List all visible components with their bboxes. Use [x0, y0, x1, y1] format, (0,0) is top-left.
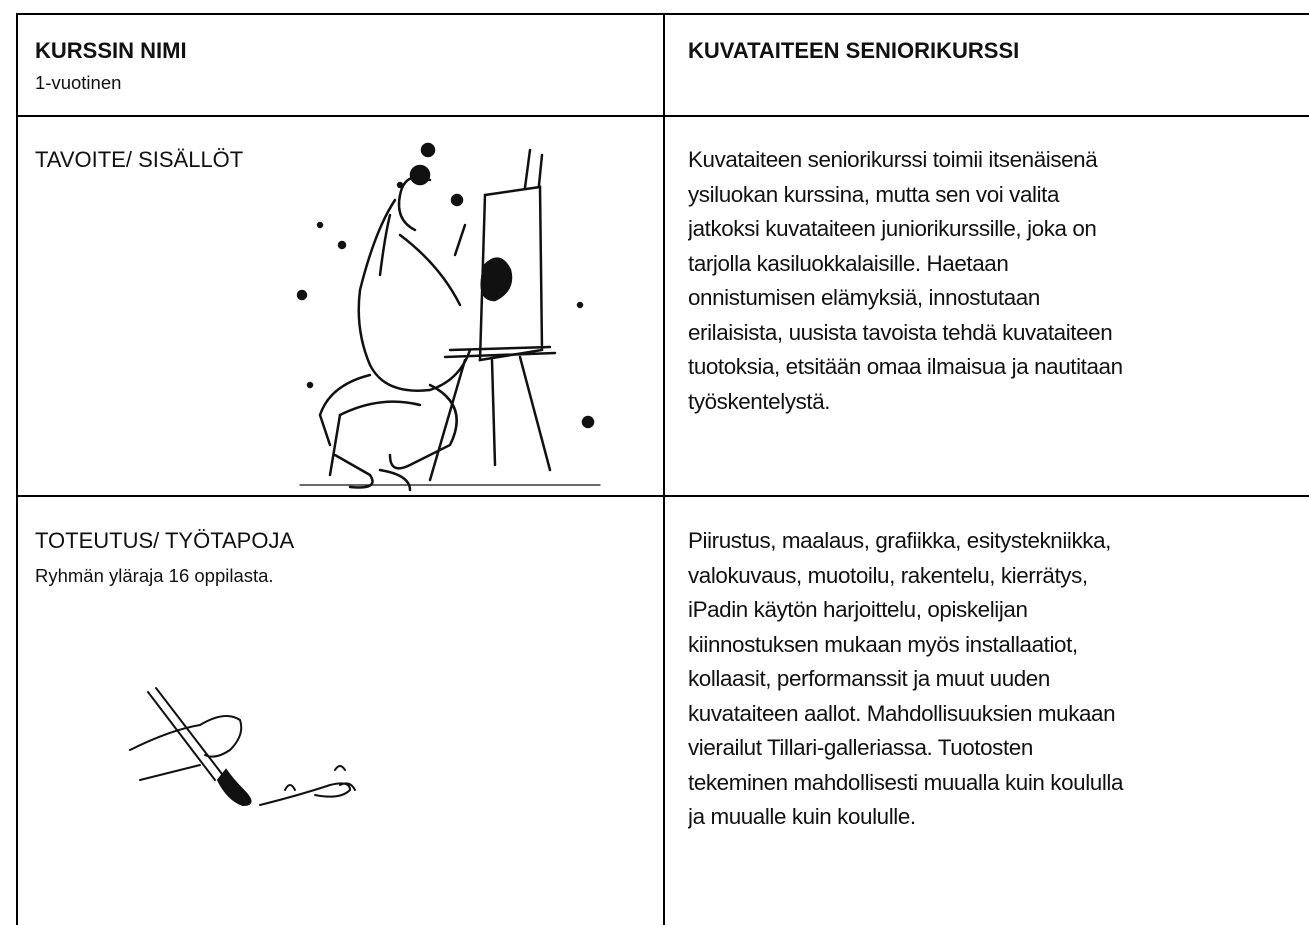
text-line: ja muualle kuin koululle.	[688, 804, 916, 829]
text-line: ysiluokan kurssina, mutta sen voi valita	[688, 181, 1060, 207]
text-line: työskentelystä.	[688, 388, 831, 414]
cell-title: TAVOITE/ SISÄLLÖT	[35, 147, 244, 172]
text-line: Piirustus, maalaus, grafiikka, esitystek…	[688, 528, 1111, 553]
cell-text: Piirustus, maalaus, grafiikka, esitystek…	[688, 524, 1309, 835]
border	[663, 13, 665, 925]
cell-title: TOTEUTUS/ TYÖTAPOJA	[35, 528, 295, 553]
text-line: tuotoksia, etsitään omaa ilmaisua ja nau…	[688, 354, 1123, 379]
text-line: tekeminen mahdollisesti muualla kuin kou…	[688, 769, 1124, 795]
text-line: kollaasit, performanssit ja muut uuden	[688, 666, 1050, 691]
text-line: Kuvataiteen seniorikurssi toimii itsenäi…	[688, 147, 1098, 172]
brush-hand-illustration	[129, 687, 356, 807]
text-line: jatkoksi kuvataiteen juniorikurssille, j…	[688, 216, 1097, 241]
cell-title: KUVATAITEEN SENIORIKURSSI	[688, 38, 1020, 63]
text-line: valokuvaus, muotoilu, rakentelu, kierrät…	[688, 562, 1088, 588]
text-line: kiinnostuksen mukaan myös installaatiot,	[688, 631, 1078, 657]
border	[16, 13, 18, 925]
cell-title: KURSSIN NIMI	[35, 38, 187, 63]
text-line: vierailut Tillari-galleriassa. Tuotosten	[688, 735, 1033, 760]
text-line: erilaisista, uusista tavoista tehdä kuva…	[688, 319, 1113, 345]
text-line: onnistumisen elämyksiä, innostutaan	[688, 285, 1040, 310]
cell-subtitle: Ryhmän yläraja 16 oppilasta.	[35, 565, 274, 586]
text-line: tarjolla kasiluokkalaisille. Haetaan	[688, 250, 1009, 276]
text-line: iPadin käytön harjoittelu, opiskelijan	[688, 597, 1028, 622]
text-line: kuvataiteen aallot. Mahdollisuuksien muk…	[688, 700, 1116, 726]
cell-subtitle: 1-vuotinen	[35, 72, 122, 93]
cell-text: Kuvataiteen seniorikurssi toimii itsenäi…	[688, 143, 1309, 419]
painter-illustration	[296, 142, 601, 492]
